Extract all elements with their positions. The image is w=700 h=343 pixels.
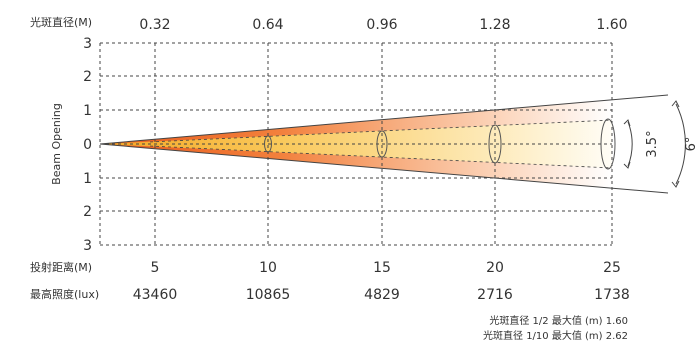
lux-value: 10865: [246, 287, 291, 303]
beam-outer-edge-top: [99, 94, 669, 145]
lux-value: 1738: [594, 287, 630, 303]
distance-value: 15: [373, 260, 391, 276]
lux-value: 43460: [133, 287, 178, 303]
beam-outer-edge-bottom: [99, 143, 669, 194]
y-tick-label: 0: [83, 137, 92, 153]
distance-label: 投射距离(M): [30, 260, 92, 274]
y-tick-label: 2: [83, 69, 92, 85]
spot-diameter-label: 1.28: [479, 17, 510, 33]
beam-inner-edge-bottom: [149, 145, 613, 169]
distance-value: 10: [259, 260, 277, 276]
spot-diameter-label: 0.64: [252, 17, 283, 33]
lux-label: 最高照度(lux): [30, 287, 99, 301]
y-tick-label: 3: [83, 238, 92, 254]
y-axis-label: Beam Opening: [50, 103, 63, 185]
spot-ellipse: [600, 118, 616, 170]
beam-inner-cone: [100, 120, 612, 168]
spot-ellipse: [376, 130, 388, 158]
top-axis-label: 光斑直径(M): [30, 15, 92, 29]
outer-angle-label: 6°: [684, 137, 699, 152]
distance-value: 20: [486, 260, 504, 276]
inner-angle-arrow-bottom: [623, 161, 631, 169]
outer-angle-arc: [675, 103, 686, 185]
inner-angle-arc: [627, 121, 633, 167]
spot-ellipse: [264, 135, 272, 153]
inner-angle-arrow-top: [623, 119, 631, 127]
y-tick-label: 1: [83, 171, 92, 187]
spot-diameter-label: 1.60: [596, 17, 627, 33]
inner-angle-label: 3.5°: [645, 130, 660, 157]
footer-tenth-max: 光斑直径 1/10 最大值 (m) 2.62: [483, 331, 628, 342]
spot-ellipse: [488, 124, 502, 164]
outer-angle-arrow-bottom: [671, 180, 680, 188]
grid: [99, 42, 613, 246]
distance-value: 5: [151, 260, 160, 276]
y-tick-label: 1: [83, 103, 92, 119]
lux-value: 2716: [477, 287, 513, 303]
y-tick-label: 2: [83, 204, 92, 220]
footer-half-max: 光斑直径 1/2 最大值 (m) 1.60: [489, 316, 628, 327]
spot-diameter-label: 0.32: [139, 17, 170, 33]
spot-diameter-label: 0.96: [366, 17, 397, 33]
distance-value: 25: [603, 260, 621, 276]
y-tick-label: 3: [83, 36, 92, 52]
beam-inner-edge-top: [149, 119, 613, 143]
lux-value: 4829: [364, 287, 400, 303]
outer-angle-arrow-top: [671, 100, 680, 108]
